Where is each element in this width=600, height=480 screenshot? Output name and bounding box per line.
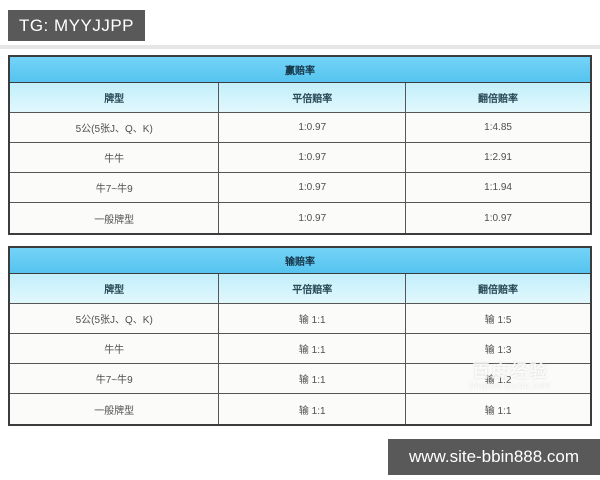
cell-card-type: 牛7~牛9 [10, 364, 220, 394]
table-row: 牛牛 1:0.97 1:2.91 [10, 143, 590, 173]
cell-flat-odds: 输 1:1 [219, 394, 407, 424]
cell-flat-odds: 1:0.97 [219, 173, 407, 203]
site-url-badge: www.site-bbin888.com [388, 439, 600, 475]
top-divider [0, 45, 600, 49]
table-row: 5公(5张J、Q、K) 1:0.97 1:4.85 [10, 113, 590, 143]
table-row: 一般牌型 输 1:1 输 1:1 [10, 394, 590, 424]
cell-flat-odds: 输 1:1 [219, 364, 407, 394]
cell-flat-odds: 输 1:1 [219, 334, 407, 364]
table-row: 牛牛 输 1:1 输 1:3 [10, 334, 590, 364]
telegram-badge-label: TG: MYYJJPP [18, 15, 135, 35]
cell-flat-odds: 1:0.97 [219, 143, 407, 173]
cell-card-type: 5公(5张J、Q、K) [10, 113, 220, 143]
header-double-odds: 翻倍赔率 [406, 83, 590, 113]
site-url-label: www.site-bbin888.com [408, 447, 580, 466]
lose-odds-header-row: 牌型 平倍赔率 翻倍赔率 [10, 274, 590, 304]
cell-card-type: 牛牛 [10, 143, 220, 173]
cell-card-type: 一般牌型 [10, 203, 220, 233]
lose-odds-table-title: 输赔率 [10, 248, 590, 274]
cell-double-odds: 1:2.91 [406, 143, 590, 173]
cell-double-odds: 1:4.85 [406, 113, 590, 143]
table-row: 牛7~牛9 输 1:1 输 1:2 [10, 364, 590, 394]
table-row: 5公(5张J、Q、K) 输 1:1 输 1:5 [10, 304, 590, 334]
cell-double-odds: 1:1.94 [406, 173, 590, 203]
win-odds-table: 赢赔率 牌型 平倍赔率 翻倍赔率 5公(5张J、Q、K) 1:0.97 1:4.… [8, 55, 592, 235]
cell-flat-odds: 1:0.97 [219, 203, 407, 233]
header-card-type: 牌型 [10, 83, 220, 113]
cell-flat-odds: 1:0.97 [219, 113, 407, 143]
telegram-badge: TG: MYYJJPP [8, 10, 145, 41]
cell-double-odds: 输 1:1 [484, 405, 512, 417]
cell-card-type: 牛7~牛9 [10, 173, 220, 203]
win-odds-table-title: 赢赔率 [10, 57, 590, 83]
lose-odds-table: 输赔率 牌型 平倍赔率 翻倍赔率 5公(5张J、Q、K) 输 1:1 输 1:5… [8, 246, 592, 426]
cell-double-odds: 输 1:5 [406, 304, 590, 334]
header-double-odds: 翻倍赔率 [406, 274, 590, 304]
cell-flat-odds: 输 1:1 [219, 304, 407, 334]
header-card-type: 牌型 [10, 274, 220, 304]
header-flat-odds: 平倍赔率 [219, 274, 407, 304]
cell-card-type: 牛牛 [10, 334, 220, 364]
cell-card-type: 5公(5张J、Q、K) [10, 304, 220, 334]
cell-double-odds: 1:0.97 [484, 212, 512, 224]
cell-double-odds: 输 1:3 [406, 334, 590, 364]
cell-card-type: 一般牌型 [10, 394, 220, 424]
cell-double-odds: 输 1:2 [406, 364, 590, 394]
table-row: 一般牌型 1:0.97 1:0.97 [10, 203, 590, 233]
header-flat-odds: 平倍赔率 [219, 83, 407, 113]
table-row: 牛7~牛9 1:0.97 1:1.94 [10, 173, 590, 203]
win-odds-header-row: 牌型 平倍赔率 翻倍赔率 [10, 83, 590, 113]
